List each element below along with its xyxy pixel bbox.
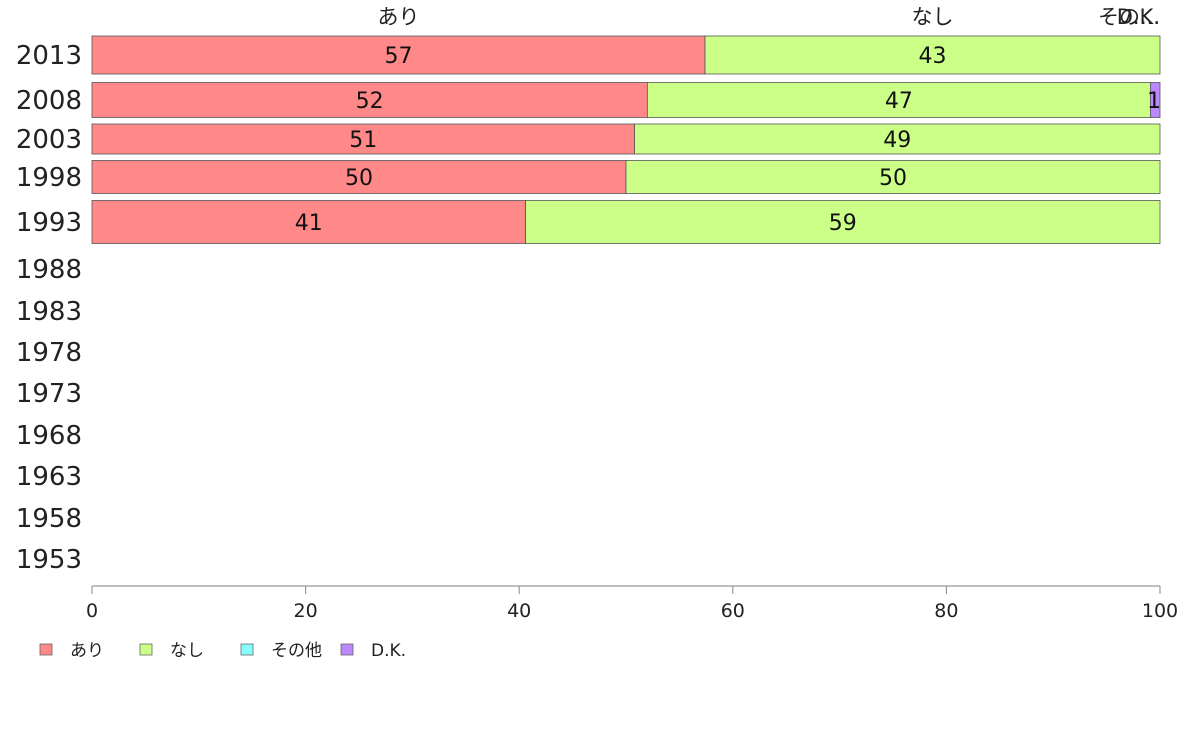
bar-value-2003-0: 51: [349, 128, 377, 153]
year-label-1963: 1963: [16, 462, 82, 492]
year-label-2008: 2008: [16, 86, 82, 116]
bar-2013-0: [91, 35, 706, 75]
year-label-1998: 1998: [16, 163, 82, 193]
bar-1993-0: [91, 200, 527, 244]
legend-swatch-2: [240, 643, 254, 656]
bar-1998-0: [91, 160, 627, 194]
year-label-1958: 1958: [16, 504, 82, 534]
year-label-1983: 1983: [16, 297, 82, 327]
year-label-1993: 1993: [16, 208, 82, 238]
top-label-1: なし: [912, 5, 954, 29]
bar-value-2013-1: 43: [919, 44, 947, 69]
top-label-0: あり: [378, 5, 420, 29]
legend-swatch-1: [139, 643, 153, 656]
bar-value-2003-1: 49: [883, 128, 911, 153]
bar-value-2008-0: 52: [356, 89, 384, 114]
bar-2008-1: [646, 82, 1151, 118]
bar-2003-0: [91, 123, 635, 155]
bar-2013-1: [704, 35, 1161, 75]
bar-2003-1: [634, 123, 1161, 155]
bar-value-1998-0: 50: [345, 166, 373, 191]
legend-label-3: D.K.: [371, 641, 406, 661]
bar-value-1993-1: 59: [829, 211, 857, 236]
legend: あり なし その他 D.K.: [39, 641, 406, 661]
year-label-2003: 2003: [16, 125, 82, 155]
legend-label-1: なし: [170, 641, 204, 661]
bar-value-2013-0: 57: [385, 44, 413, 69]
top-label-3: D.K.: [1117, 5, 1160, 29]
top-category-labels: あり なし その...D.K.: [378, 5, 1160, 29]
year-label-1968: 1968: [16, 421, 82, 451]
bars: [91, 35, 1161, 244]
top-label-2: その...: [1098, 5, 1160, 29]
x-tick-label-4: 80: [934, 600, 958, 622]
year-label-1978: 1978: [16, 338, 82, 368]
x-tick-label-0: 0: [86, 600, 98, 622]
bar-value-1993-0: 41: [295, 211, 323, 236]
legend-swatch-0: [39, 643, 53, 656]
year-labels: 2013 2008 2003 1998 1993 1988 1983 1978 1973 1968…: [16, 41, 82, 575]
year-label-2013: 2013: [16, 41, 82, 71]
year-label-1953: 1953: [16, 545, 82, 575]
year-label-1988: 1988: [16, 255, 82, 285]
x-tick-label-2: 40: [507, 600, 531, 622]
bar-value-labels: 57 43 52 47 1 51 49 50 50 41 59: [295, 44, 1161, 236]
x-tick-label-5: 100: [1142, 600, 1178, 622]
legend-swatch-3: [340, 643, 354, 656]
bar-value-2008-3: 1: [1147, 89, 1161, 114]
bar-value-2008-1: 47: [885, 89, 913, 114]
x-axis: 0 20 40 60 80 100: [86, 585, 1178, 622]
x-tick-label-1: 20: [294, 600, 318, 622]
legend-label-2: その他: [271, 641, 322, 661]
legend-label-0: あり: [70, 641, 104, 661]
bar-2008-0: [91, 82, 648, 118]
bar-2008-3: [1149, 82, 1161, 118]
bar-1993-1: [525, 200, 1161, 244]
year-label-1973: 1973: [16, 379, 82, 409]
bar-value-1998-1: 50: [879, 166, 907, 191]
x-tick-label-3: 60: [721, 600, 745, 622]
bar-1998-1: [625, 160, 1161, 194]
